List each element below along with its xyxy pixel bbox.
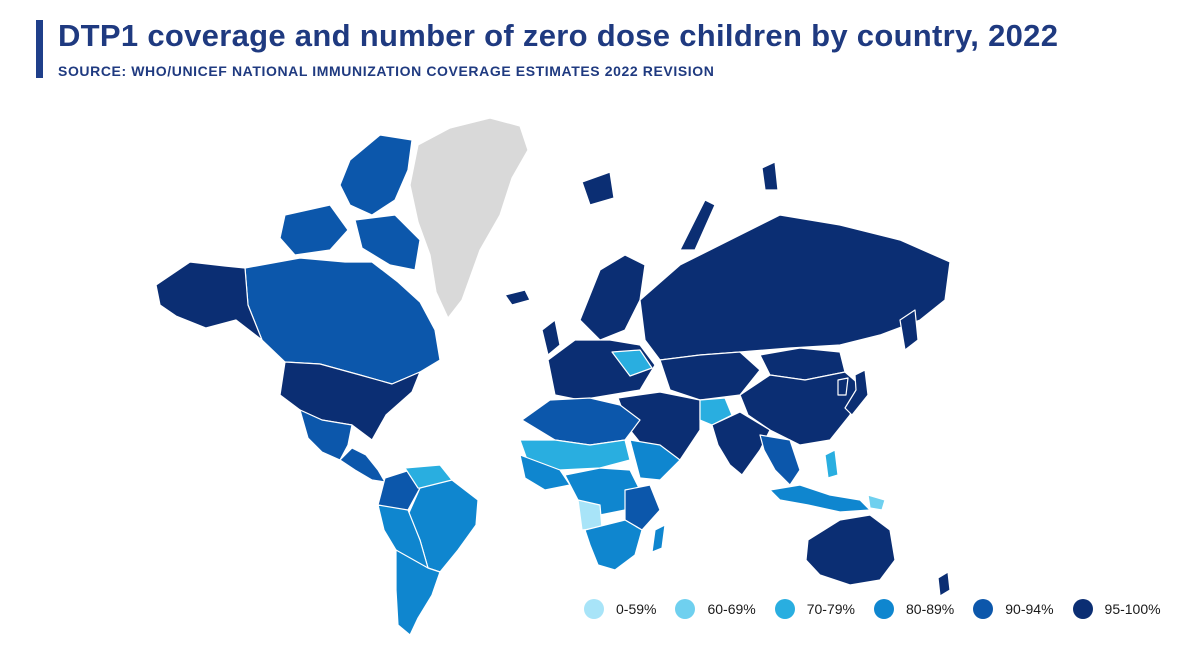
region-southern-africa bbox=[584, 519, 643, 571]
region-scandinavia bbox=[579, 254, 646, 341]
region-alaska bbox=[155, 261, 263, 341]
coverage-legend: 0-59% 60-69% 70-79% 80-89% 90-94% 95-100% bbox=[584, 597, 1180, 621]
region-papua-new-guinea bbox=[867, 494, 886, 511]
region-iceland bbox=[504, 289, 531, 306]
region-severnaya-zemlya bbox=[761, 161, 779, 191]
region-middle-east bbox=[617, 391, 701, 461]
legend-label: 60-69% bbox=[707, 601, 756, 617]
region-argentina-chile bbox=[395, 549, 441, 636]
legend-item: 70-79% bbox=[774, 599, 855, 619]
region-korea bbox=[837, 377, 849, 396]
legend-swatch bbox=[973, 599, 994, 619]
region-canada bbox=[244, 257, 441, 385]
legend-label: 95-100% bbox=[1104, 601, 1161, 617]
region-japan bbox=[844, 369, 869, 416]
legend-swatch bbox=[874, 599, 894, 619]
region-arctic-archipelago bbox=[279, 204, 349, 256]
region-west-africa bbox=[519, 454, 571, 491]
world-map bbox=[155, 117, 951, 636]
region-svalbard bbox=[581, 171, 615, 206]
legend-label: 90-94% bbox=[1005, 601, 1054, 617]
legend-swatch bbox=[675, 599, 696, 619]
region-angola bbox=[577, 499, 603, 531]
legend-swatch bbox=[584, 599, 604, 619]
region-madagascar bbox=[651, 524, 666, 553]
page-title: DTP1 coverage and number of zero dose ch… bbox=[58, 18, 1059, 53]
region-central-asia bbox=[659, 351, 761, 401]
legend-swatch bbox=[1072, 599, 1093, 619]
legend-swatch bbox=[774, 599, 795, 619]
region-new-zealand bbox=[937, 571, 951, 597]
region-indonesia bbox=[769, 484, 871, 513]
legend-label: 70-79% bbox=[806, 601, 855, 617]
legend-label: 0-59% bbox=[616, 601, 657, 617]
legend-item: 60-69% bbox=[675, 599, 756, 619]
region-canadian-arctic-islands bbox=[339, 134, 413, 216]
region-horn-of-africa bbox=[629, 439, 681, 481]
region-ukraine bbox=[611, 349, 653, 377]
region-united-kingdom bbox=[541, 319, 561, 356]
legend-item: 0-59% bbox=[584, 599, 656, 619]
region-kamchatka bbox=[899, 309, 919, 351]
legend-item: 90-94% bbox=[973, 599, 1054, 619]
region-russian-arctic-islands bbox=[679, 199, 716, 251]
region-mexico bbox=[299, 409, 353, 461]
region-east-africa bbox=[624, 484, 661, 531]
region-baffin-island bbox=[354, 214, 421, 271]
source-subtitle: SOURCE: WHO/UNICEF NATIONAL IMMUNIZATION… bbox=[58, 63, 715, 79]
region-india bbox=[711, 411, 771, 476]
title-accent-bar bbox=[36, 20, 43, 78]
region-philippines bbox=[824, 449, 839, 479]
region-southeast-asia bbox=[759, 434, 801, 486]
legend-item: 95-100% bbox=[1072, 599, 1161, 619]
legend-item: 80-89% bbox=[874, 599, 954, 619]
region-australia bbox=[805, 514, 896, 586]
region-greenland bbox=[409, 117, 529, 319]
region-central-america bbox=[339, 447, 386, 483]
legend-label: 80-89% bbox=[906, 601, 955, 617]
